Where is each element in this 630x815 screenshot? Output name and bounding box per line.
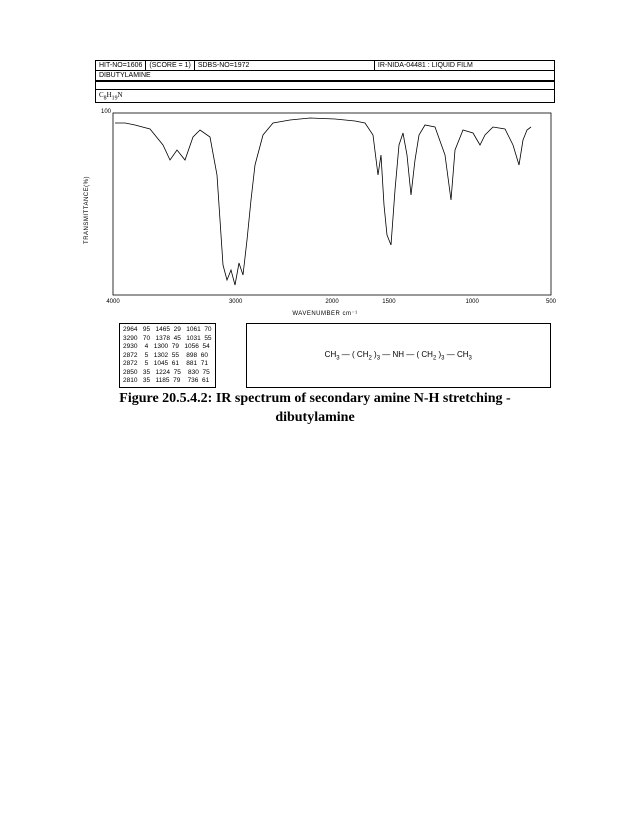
sdbs-no: SDBS-NO=1972 [195, 61, 375, 70]
header-row-2: DIBUTYLAMINE [96, 71, 554, 81]
molecular-formula: C8H19N [96, 89, 554, 102]
ir-label: IR-NIDA-04481 : LIQUID FILM [375, 61, 554, 70]
x-axis-label: WAVENUMBER cm⁻¹ [292, 310, 357, 317]
header-row-1: HIT-NO=1606 (SCORE = 1) SDBS-NO=1972 IR-… [96, 61, 554, 71]
spectrum-trace [115, 118, 531, 285]
x-tick-label: 1500 [382, 299, 395, 305]
header-spacer [96, 81, 554, 89]
formula-text: C8H19N [99, 91, 123, 99]
peak-row: 2810 35 1185 79 736 61 [123, 377, 212, 385]
x-tick-label: 4000 [106, 299, 119, 305]
spectrum-svg [95, 105, 555, 305]
peak-row: 2872 5 1045 61 881 71 [123, 360, 212, 368]
hit-no: HIT-NO=1606 [96, 61, 146, 70]
caption-line-1: Figure 20.5.4.2: IR spectrum of secondar… [60, 390, 570, 409]
x-ticks: 40003000200015001000500 [113, 299, 551, 309]
score: (SCORE = 1) [146, 61, 194, 70]
caption-line-2: dibutylamine [60, 409, 570, 428]
plot-frame [113, 113, 551, 295]
peak-row: 2850 35 1224 75 830 75 [123, 369, 212, 377]
peak-row: 2872 5 1302 55 898 60 [123, 352, 212, 360]
x-tick-label: 3000 [229, 299, 242, 305]
y-tick-100: 100 [101, 109, 111, 115]
spectrum-chart: 100 TRANSMITTANCE(%) 4000300020001500100… [95, 105, 555, 315]
x-tick-label: 1000 [465, 299, 478, 305]
x-tick-label: 500 [546, 299, 556, 305]
spectrum-header: HIT-NO=1606 (SCORE = 1) SDBS-NO=1972 IR-… [95, 60, 555, 103]
compound-name: DIBUTYLAMINE [96, 71, 554, 80]
peak-row: 3290 70 1378 45 1031 55 [123, 335, 212, 343]
below-chart-row: 2964 95 1465 29 1061 703290 70 1378 45 1… [95, 323, 555, 388]
structure-diagram: CH3 — ( CH2 )3 — NH — ( CH2 )3 — CH3 [246, 323, 551, 388]
peak-row: 2964 95 1465 29 1061 70 [123, 326, 212, 334]
x-tick-label: 2000 [325, 299, 338, 305]
y-axis-label: TRANSMITTANCE(%) [84, 176, 90, 244]
figure-caption: Figure 20.5.4.2: IR spectrum of secondar… [0, 390, 630, 428]
peak-table: 2964 95 1465 29 1061 703290 70 1378 45 1… [119, 323, 216, 388]
peak-row: 2930 4 1300 79 1056 54 [123, 343, 212, 351]
structure-formula: CH3 — ( CH2 )3 — NH — ( CH2 )3 — CH3 [325, 350, 472, 362]
ir-spectrum-figure: HIT-NO=1606 (SCORE = 1) SDBS-NO=1972 IR-… [95, 60, 555, 388]
